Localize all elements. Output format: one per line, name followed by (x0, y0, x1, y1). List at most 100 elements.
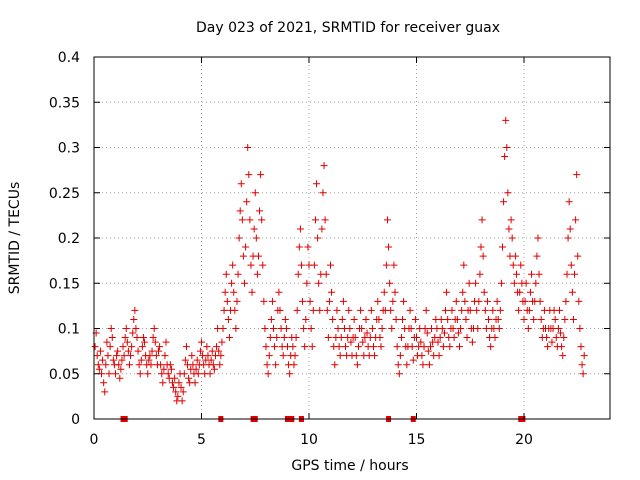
data-point (331, 361, 339, 369)
data-point (114, 347, 122, 355)
data-point (148, 347, 156, 355)
data-point (389, 297, 397, 305)
data-point (395, 370, 403, 378)
data-point (520, 315, 528, 323)
data-point (377, 343, 385, 351)
data-point (223, 297, 231, 305)
data-point (213, 343, 221, 351)
data-point (505, 225, 513, 233)
data-point (387, 306, 395, 314)
data-point (293, 306, 301, 314)
data-point (216, 361, 224, 369)
data-point (327, 261, 334, 269)
data-point (386, 279, 394, 287)
x-tick-label: 15 (408, 432, 426, 448)
data-point (215, 347, 223, 355)
data-point (147, 361, 155, 369)
data-point (122, 325, 130, 332)
data-point (306, 297, 314, 305)
data-point (509, 261, 517, 269)
data-point (443, 288, 451, 296)
data-point (478, 216, 486, 224)
data-point (460, 261, 468, 269)
data-point (256, 207, 264, 215)
data-point (307, 325, 315, 332)
data-point (438, 325, 446, 332)
data-point (352, 352, 360, 360)
data-point (489, 306, 497, 314)
data-point (419, 361, 427, 369)
data-point (175, 379, 183, 387)
data-point (346, 325, 354, 332)
data-point (161, 352, 169, 360)
data-point (532, 279, 540, 287)
data-point (217, 352, 225, 360)
y-tick-label: 0.05 (49, 367, 80, 383)
x-tick-label: 0 (90, 432, 99, 448)
data-point (158, 370, 166, 378)
data-point (137, 356, 145, 364)
data-point (465, 279, 473, 287)
data-point (572, 216, 580, 224)
data-point (295, 243, 303, 251)
data-point (189, 361, 197, 369)
y-tick-label: 0 (71, 412, 80, 428)
data-point (231, 306, 239, 314)
grid (94, 57, 610, 419)
data-point (120, 352, 128, 360)
data-point (371, 352, 379, 360)
data-point (210, 365, 218, 373)
data-point (475, 297, 483, 305)
data-point (276, 306, 284, 314)
data-point (271, 343, 279, 351)
data-point (376, 334, 384, 342)
data-point (107, 325, 115, 332)
x-axis-label: GPS time / hours (291, 458, 408, 474)
data-point (233, 297, 241, 305)
data-point (504, 189, 512, 197)
data-point (413, 334, 420, 342)
data-point (528, 270, 536, 278)
data-point (270, 325, 278, 332)
y-tick-label: 0.1 (58, 322, 80, 338)
data-point (103, 338, 111, 346)
data-point (281, 315, 289, 323)
data-point (308, 343, 316, 351)
data-point (390, 261, 398, 269)
data-point (568, 288, 576, 296)
data-point (302, 315, 310, 323)
data-point (265, 352, 273, 360)
data-point (453, 315, 461, 323)
data-point (565, 198, 573, 206)
data-point (172, 388, 180, 396)
data-point (457, 325, 465, 332)
data-point (267, 315, 275, 323)
data-point (181, 356, 189, 364)
data-point (170, 383, 178, 391)
data-point (434, 338, 442, 346)
data-point (244, 144, 252, 151)
data-point (558, 343, 566, 351)
data-point (374, 297, 382, 305)
data-point (275, 288, 283, 296)
data-point (399, 315, 407, 323)
data-point (450, 334, 458, 342)
data-point (222, 270, 230, 278)
data-point (93, 352, 101, 360)
data-point (466, 306, 474, 314)
data-point (425, 361, 433, 369)
data-point (192, 365, 200, 373)
data-point (116, 374, 124, 382)
data-point (323, 306, 331, 314)
data-point (318, 225, 326, 233)
data-point (391, 288, 399, 296)
data-point (577, 343, 585, 351)
data-point (516, 288, 524, 296)
data-point (310, 261, 318, 269)
data-point (167, 365, 175, 373)
data-point (95, 365, 103, 373)
data-point (502, 116, 510, 124)
data-point (247, 261, 255, 269)
data-point (252, 234, 260, 242)
data-point (474, 325, 482, 332)
